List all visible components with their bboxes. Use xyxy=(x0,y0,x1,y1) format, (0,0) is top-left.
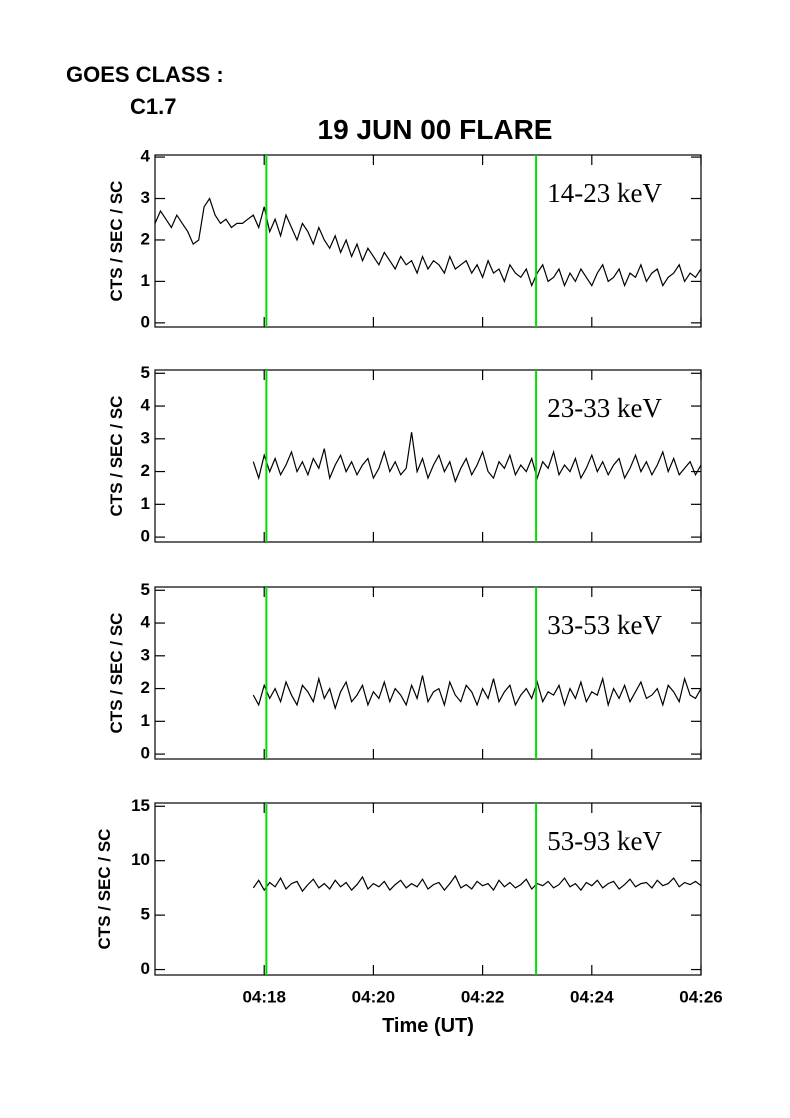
plot-frame xyxy=(154,154,702,328)
x-tick-label: 04:18 xyxy=(242,987,285,1006)
x-tick-label: 04:22 xyxy=(461,987,504,1006)
data-line xyxy=(154,197,702,288)
x-tick-label: 04:26 xyxy=(679,987,722,1006)
y-tick-label: 5 xyxy=(141,363,150,382)
y-tick-label: 2 xyxy=(141,678,150,697)
y-tick-label: 5 xyxy=(141,905,150,924)
y-tick-label: 10 xyxy=(131,850,150,869)
x-tick-label: 04:24 xyxy=(570,987,614,1006)
y-tick-label: 4 xyxy=(141,147,151,166)
y-tick-label: 1 xyxy=(141,494,150,513)
y-tick-label: 1 xyxy=(141,271,150,290)
data-line xyxy=(252,874,702,893)
plot-frame xyxy=(154,369,702,543)
x-axis-label: Time (UT) xyxy=(382,1015,474,1037)
y-tick-label: 2 xyxy=(141,229,150,248)
data-line xyxy=(252,432,702,484)
y-tick-label: 5 xyxy=(141,580,150,599)
band-label: 23-33 keV xyxy=(547,393,662,423)
plot-frame xyxy=(154,586,702,760)
x-tick-label: 04:20 xyxy=(352,987,395,1006)
band-label: 14-23 keV xyxy=(547,178,662,208)
y-tick-label: 15 xyxy=(131,796,150,815)
y-tick-label: 3 xyxy=(141,428,150,447)
chart-title: 19 JUN 00 FLARE xyxy=(318,114,553,145)
goes-label: GOES CLASS : xyxy=(66,62,224,87)
y-tick-label: 3 xyxy=(141,645,150,664)
y-tick-label: 1 xyxy=(141,711,150,730)
y-tick-label: 4 xyxy=(141,613,151,632)
y-tick-label: 0 xyxy=(141,527,150,546)
y-axis-label: CTS / SEC / SC xyxy=(107,181,126,302)
goes-class: C1.7 xyxy=(130,94,176,119)
y-axis-label: CTS / SEC / SC xyxy=(107,613,126,734)
y-axis-label: CTS / SEC / SC xyxy=(95,829,114,950)
y-tick-label: 2 xyxy=(141,461,150,480)
plot-frame xyxy=(154,802,702,976)
y-tick-label: 4 xyxy=(141,396,151,415)
y-tick-label: 0 xyxy=(141,744,150,763)
y-tick-label: 3 xyxy=(141,188,150,207)
y-axis-label: CTS / SEC / SC xyxy=(107,396,126,517)
data-line xyxy=(252,675,702,711)
y-tick-label: 0 xyxy=(141,312,150,331)
y-tick-label: 0 xyxy=(141,959,150,978)
band-label: 53-93 keV xyxy=(547,826,662,856)
band-label: 33-53 keV xyxy=(547,610,662,640)
